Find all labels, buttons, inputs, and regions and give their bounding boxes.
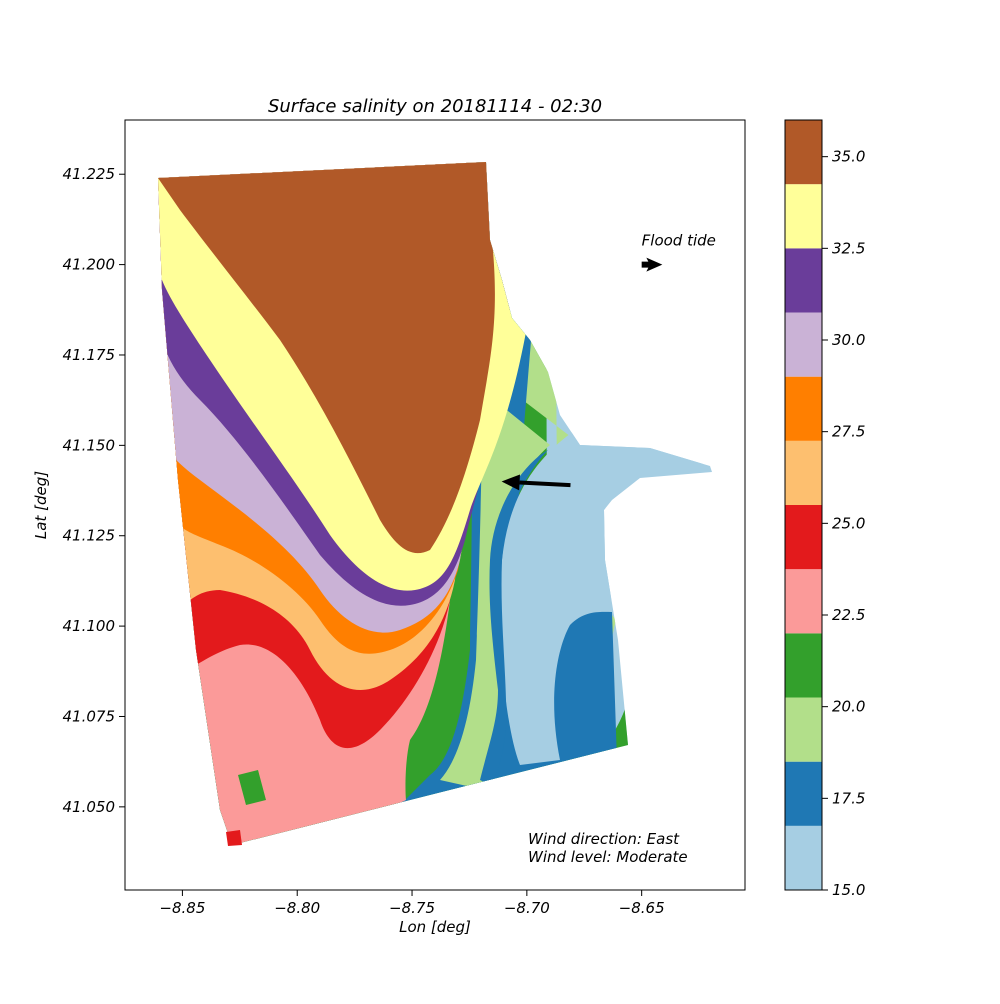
x-tick-label: −8.85 [159,899,205,917]
colorbar-level [785,440,822,505]
salinity-region-16-75b [480,450,548,785]
x-tick-label: −8.70 [504,899,550,917]
y-tick-label: 41.125 [63,527,116,545]
colorbar-level [785,633,822,698]
colorbar-tick-label: 30.0 [832,331,865,349]
colorbar [785,120,822,890]
colorbar-level [785,248,822,313]
colorbar-tick-label: 15.0 [832,881,865,899]
colorbar-tick-label: 27.5 [832,423,865,441]
salinity-patch-red-south [226,830,242,846]
y-tick-label: 41.100 [63,617,116,635]
y-tick-label: 41.175 [63,346,116,364]
colorbar-level [785,376,822,441]
wind-direction-text: Wind direction: East [528,830,680,848]
chart-title: Surface salinity on 20181114 - 02:30 [268,96,602,117]
colorbar-tick-label: 22.5 [832,606,865,624]
colorbar-tick-label: 17.5 [832,789,865,807]
salinity-region-15-0b [500,430,712,765]
salinity-region-34-25 [158,162,495,554]
colorbar-level [785,761,822,826]
salinity-patch-green [238,770,266,805]
y-axis-ticks: 41.225 41.200 41.175 41.150 41.125 41.100 41.0… [63,165,125,816]
x-tick-label: −8.65 [619,899,665,917]
colorbar-level [785,825,822,890]
colorbar-level [785,184,822,249]
x-tick-label: −8.75 [389,899,435,917]
colorbar-level [785,569,822,634]
y-tick-label: 41.200 [63,256,116,274]
colorbar-level [785,120,822,185]
colorbar-tick-label: 32.5 [832,239,865,257]
colorbar-level [785,505,822,570]
colorbar-ticks: 15.0 17.5 20.0 22.5 25.0 27.5 30.0 32.5 35.0 [822,148,865,899]
y-tick-label: 41.150 [63,436,116,454]
colorbar-level [785,697,822,762]
plot-frame [124,119,746,891]
wind-direction-arrow [501,474,571,491]
y-tick-label: 41.050 [63,798,116,816]
x-axis-label: Lon [deg] [399,918,471,936]
colorbar-frame [784,119,823,891]
flood-tide-arrow [641,257,663,272]
wind-level-text: Wind level: Moderate [528,848,688,866]
colorbar-tick-label: 35.0 [832,148,865,166]
x-tick-label: −8.80 [274,899,320,917]
x-axis-ticks: −8.85 −8.80 −8.75 −8.70 −8.65 [159,890,665,917]
y-tick-label: 41.075 [63,707,116,725]
colorbar-tick-label: 25.0 [832,514,865,532]
y-axis-label: Lat [deg] [32,471,50,539]
y-tick-label: 41.225 [63,165,116,183]
colorbar-tick-label: 20.0 [832,698,865,716]
colorbar-level [785,312,822,377]
flood-tide-label: Flood tide [642,232,716,250]
